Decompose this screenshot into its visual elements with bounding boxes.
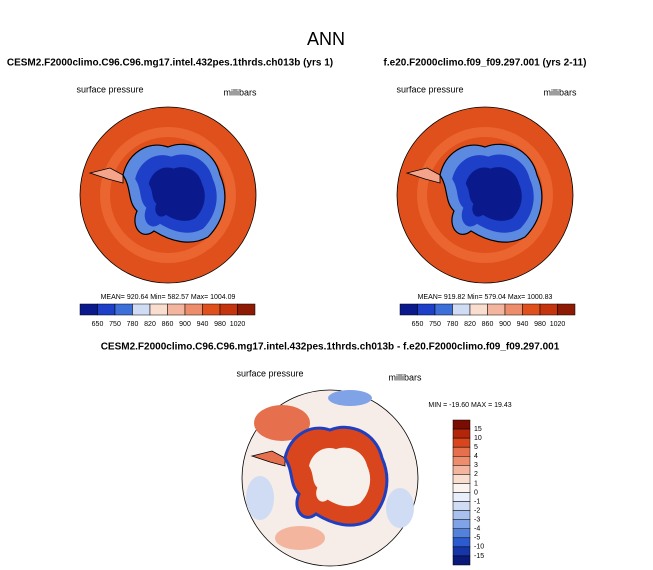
colorbar-label: 940 xyxy=(197,321,209,328)
colorbar-label: 820 xyxy=(144,321,156,328)
colorbar-label: 1 xyxy=(474,480,478,487)
colorbar-box xyxy=(504,303,523,316)
colorbar-box xyxy=(452,428,471,439)
colorbar-box xyxy=(167,303,186,316)
stats: MEAN= 920.64 Min= 582.57 Max= 1004.09 xyxy=(101,294,236,301)
colorbar-box xyxy=(114,303,133,316)
colorbar-box xyxy=(487,303,506,316)
colorbar-box xyxy=(522,303,541,316)
colorbar-box xyxy=(452,519,471,529)
colorbar-label: 860 xyxy=(482,321,494,328)
colorbar-label: 650 xyxy=(92,321,104,328)
colorbar-box xyxy=(452,465,471,475)
colorbar-box xyxy=(452,537,471,548)
colorbar-box xyxy=(539,303,558,316)
colorbar-box xyxy=(469,303,488,316)
colorbar-box xyxy=(79,303,98,316)
units-label: millibars xyxy=(223,87,257,97)
polar-map xyxy=(79,106,257,284)
colorbar-box xyxy=(452,303,471,316)
colorbar-box xyxy=(452,492,471,502)
colorbar-box xyxy=(452,446,471,457)
colorbar-label: 10 xyxy=(474,435,482,442)
polar-map xyxy=(396,106,574,284)
colorbar-box xyxy=(452,456,471,466)
variable-label: surface pressure xyxy=(396,84,463,94)
colorbar-label: 5 xyxy=(474,444,478,451)
colorbar-label: -4 xyxy=(474,526,480,533)
panel-title: CESM2.F2000climo.C96.C96.mg17.intel.432p… xyxy=(7,58,333,69)
colorbar-label: 1020 xyxy=(550,321,566,328)
colorbar-label: -10 xyxy=(474,544,484,551)
colorbar-label: 900 xyxy=(499,321,511,328)
colorbar-label: 0 xyxy=(474,489,478,496)
colorbar-label: 980 xyxy=(534,321,546,328)
colorbar: 650 750 780 820 860 900 940 980 1020 xyxy=(79,303,256,328)
colorbar-label: 750 xyxy=(429,321,441,328)
colorbar-box xyxy=(97,303,116,316)
colorbar-box xyxy=(452,546,471,557)
colorbar-label: 2 xyxy=(474,471,478,478)
colorbar-label: 860 xyxy=(162,321,174,328)
colorbar-box xyxy=(452,510,471,520)
colorbar-label: 3 xyxy=(474,462,478,469)
colorbar-label: 900 xyxy=(179,321,191,328)
colorbar-box xyxy=(149,303,168,316)
panel-title: f.e20.F2000climo.f09_f09.297.001 (yrs 2-… xyxy=(384,58,587,69)
colorbar-box xyxy=(452,483,471,493)
colorbar-box xyxy=(452,501,471,511)
colorbar-label: -5 xyxy=(474,535,480,542)
colorbar-label: -15 xyxy=(474,553,484,560)
colorbar-label: 820 xyxy=(464,321,476,328)
colorbar-label: 780 xyxy=(127,321,139,328)
colorbar-label: 1020 xyxy=(230,321,246,328)
colorbar-label: -2 xyxy=(474,507,480,514)
variable-label: surface pressure xyxy=(236,368,303,378)
colorbar: 650 750 780 820 860 900 940 980 1020 xyxy=(399,303,576,328)
colorbar-box xyxy=(452,437,471,448)
colorbar-label: 650 xyxy=(412,321,424,328)
colorbar-box xyxy=(452,474,471,484)
colorbar-label: 980 xyxy=(214,321,226,328)
colorbar-box xyxy=(399,303,418,316)
colorbar-box xyxy=(184,303,203,316)
colorbar-box xyxy=(452,555,471,566)
colorbar-label: 780 xyxy=(447,321,459,328)
colorbar-label: -1 xyxy=(474,498,480,505)
panel-title: CESM2.F2000climo.C96.C96.mg17.intel.432p… xyxy=(101,342,560,353)
colorbar-label: 15 xyxy=(474,426,482,433)
stats: MIN = -19.60 MAX = 19.43 xyxy=(428,402,511,409)
polar-map xyxy=(241,389,419,567)
colorbar-box xyxy=(452,419,471,430)
colorbar-box xyxy=(237,303,256,316)
colorbar-box xyxy=(452,528,471,539)
colorbar-label: -3 xyxy=(474,517,480,524)
units-label: millibars xyxy=(388,372,422,382)
colorbar-box xyxy=(202,303,221,316)
figure-title: ANN xyxy=(307,29,345,49)
colorbar-box xyxy=(557,303,576,316)
colorbar-box xyxy=(132,303,151,316)
colorbar-label: 750 xyxy=(109,321,121,328)
stats: MEAN= 919.82 Min= 579.04 Max= 1000.83 xyxy=(418,294,553,301)
colorbar-box xyxy=(417,303,436,316)
variable-label: surface pressure xyxy=(76,84,143,94)
units-label: millibars xyxy=(543,87,577,97)
colorbar-label: 4 xyxy=(474,453,478,460)
colorbar-label: 940 xyxy=(517,321,529,328)
colorbar-box xyxy=(219,303,238,316)
colorbar-box xyxy=(434,303,453,316)
